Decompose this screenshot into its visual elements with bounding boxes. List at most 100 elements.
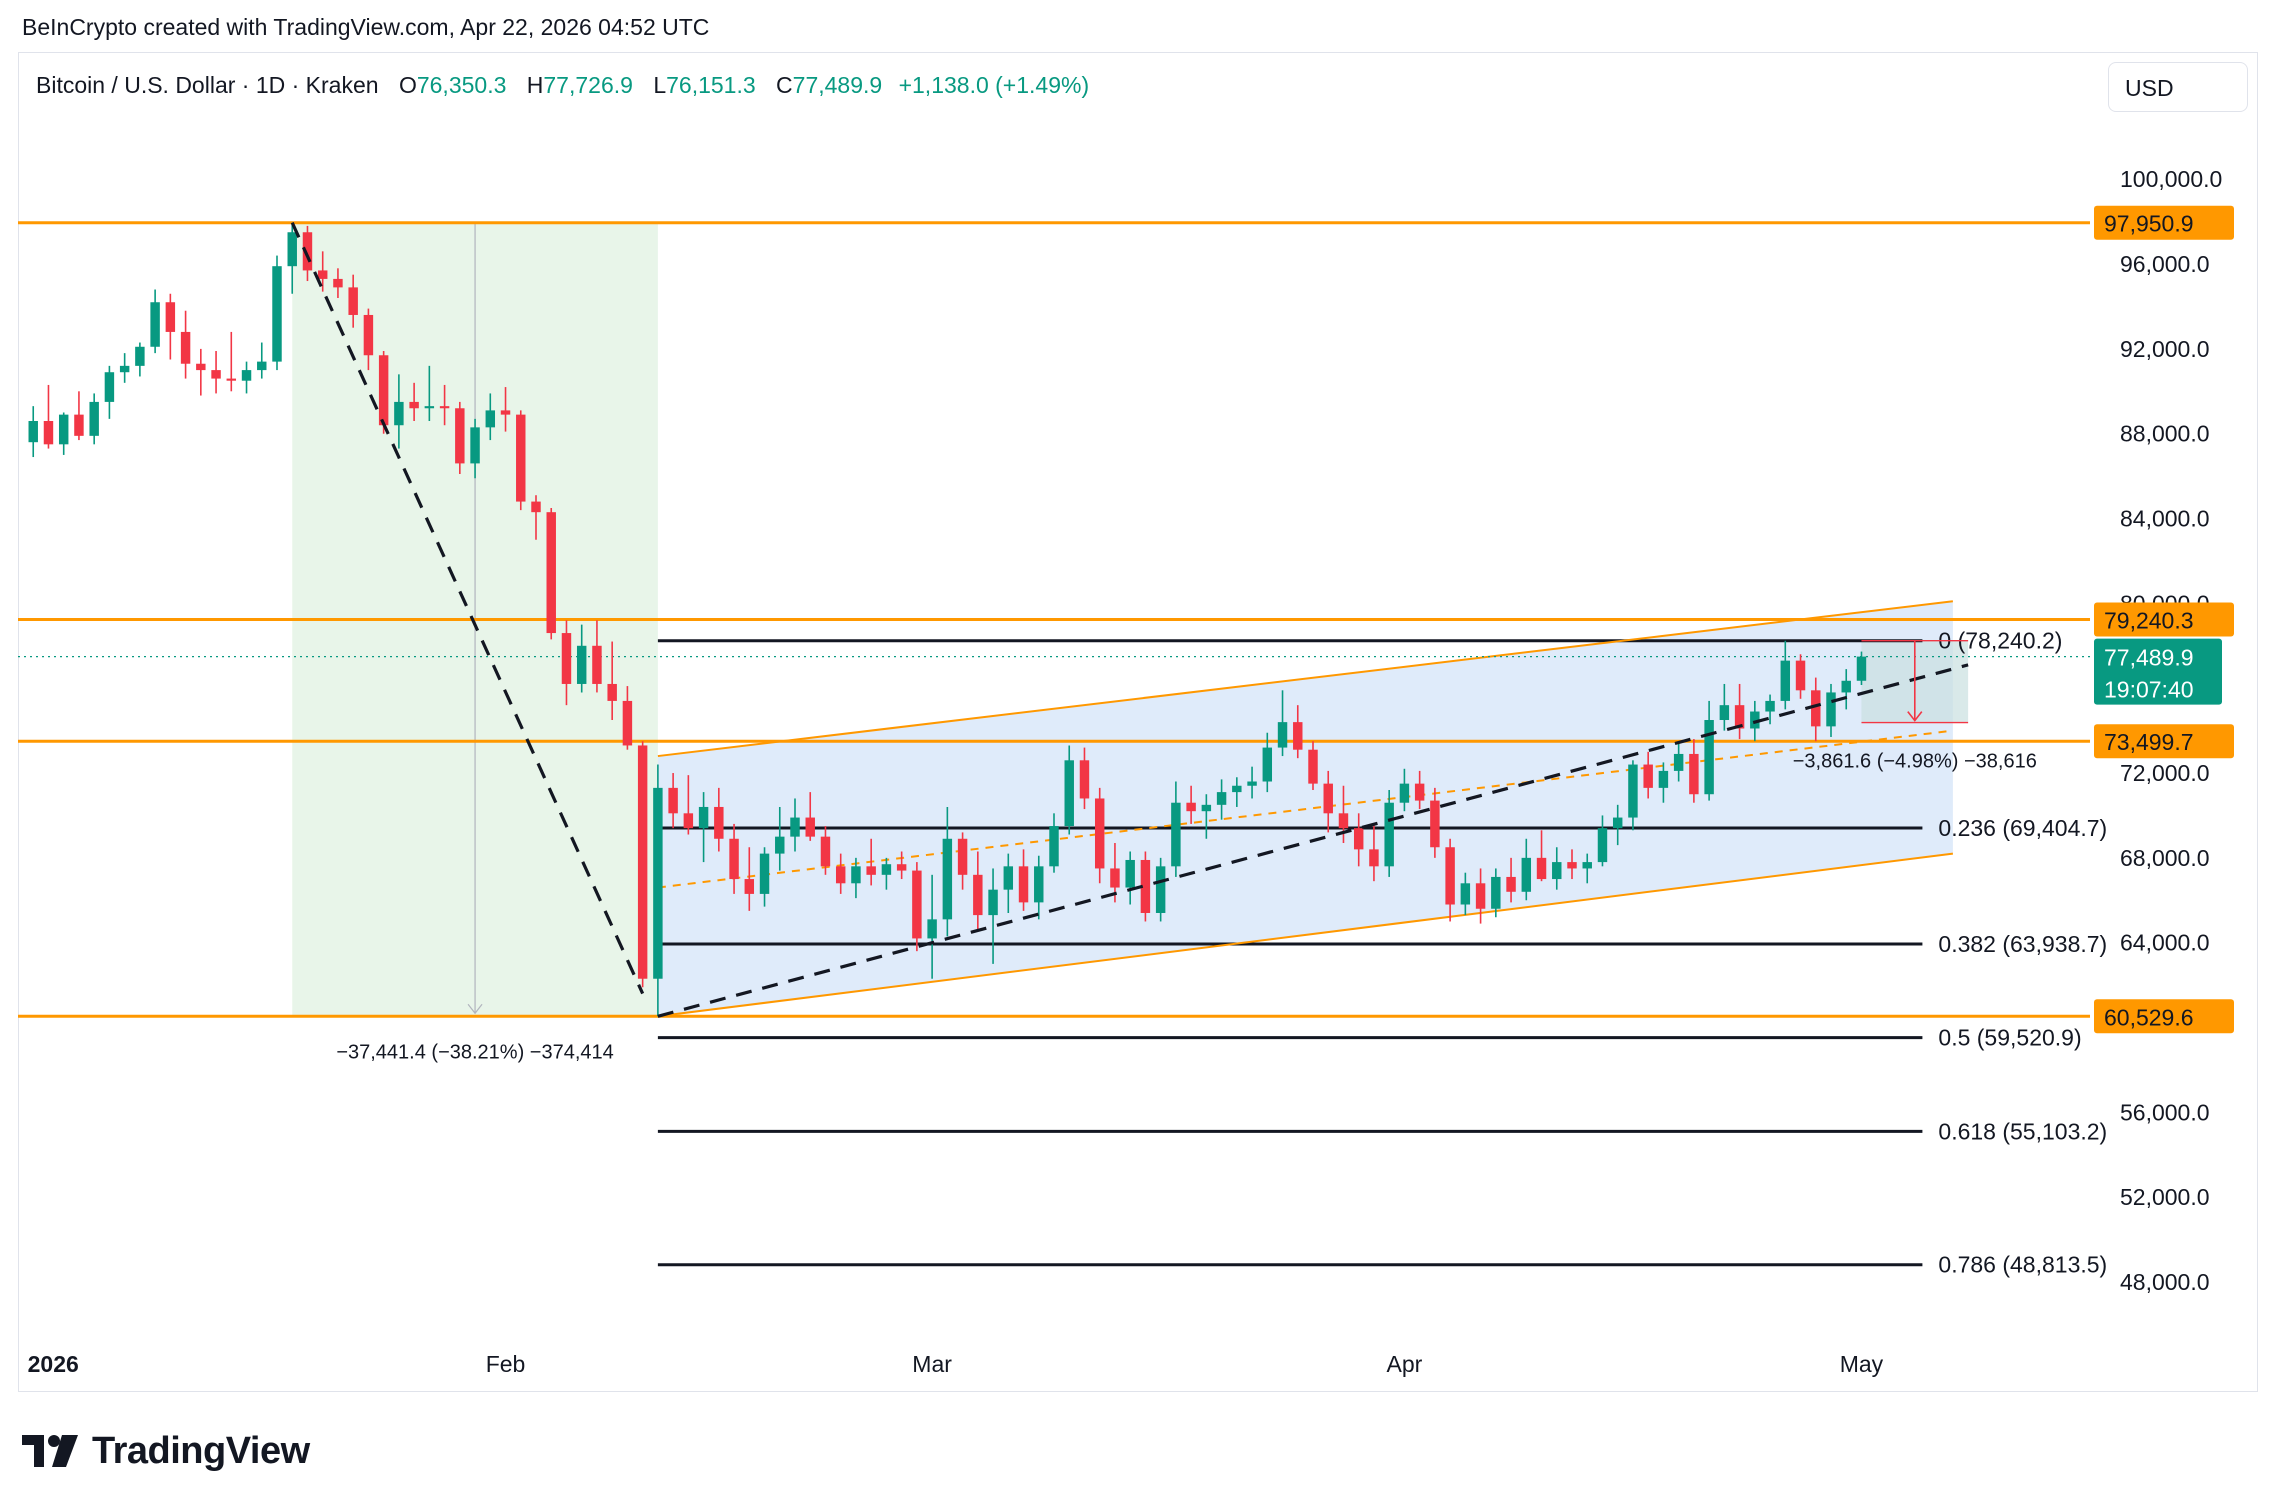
high-label: H: [526, 72, 544, 98]
tradingview-brand[interactable]: TradingView: [22, 1428, 310, 1474]
currency-button[interactable]: USD: [2108, 62, 2248, 112]
candle-body: [820, 836, 831, 867]
fib-level-label: 0.382 (63,938.7): [1938, 931, 2107, 957]
candle-body: [1293, 722, 1303, 750]
open-label: O: [398, 72, 417, 98]
time-axis-label: Mar: [912, 1351, 952, 1377]
price-axis-tick: 48,000.0: [2120, 1269, 2210, 1295]
channel-lower-line: [657, 852, 1954, 1018]
short-measure-label: −3,861.6 (−4.98%) −38,616: [1793, 751, 2037, 773]
price-axis-tick: 100,000.0: [2120, 166, 2222, 192]
candle-body: [1125, 859, 1135, 888]
price-axis-tick: 56,000.0: [2120, 1099, 2210, 1125]
candle-body: [851, 866, 861, 884]
candle-body: [180, 331, 191, 364]
candle-body: [516, 414, 526, 502]
level-price-badge-text: 97,950.9: [2104, 211, 2194, 237]
candle-body: [424, 406, 435, 409]
high-value: 77,726.9: [543, 72, 633, 98]
candle-body: [28, 420, 38, 443]
candle-body: [1430, 800, 1440, 848]
candle-body: [1201, 804, 1212, 812]
candle-body: [1491, 876, 1501, 909]
candle-body: [150, 302, 160, 347]
candle-body: [58, 414, 69, 445]
drop-measure-arrowhead: [467, 1003, 483, 1015]
candle-body: [866, 866, 876, 875]
candle-body: [896, 864, 907, 871]
candle-body: [485, 410, 496, 428]
channel-layer: [18, 600, 2090, 1018]
candle-body: [759, 853, 770, 894]
ohlc-legend: Bitcoin / U.S. Dollar · 1D · Kraken O 76,…: [36, 72, 1089, 99]
candle-body: [957, 838, 968, 875]
current-price-badge: [2094, 638, 2222, 705]
candle-body: [622, 700, 633, 746]
candle-body: [1704, 720, 1714, 795]
price-axis-tick: 84,000.0: [2120, 506, 2210, 532]
candle-body: [1643, 764, 1653, 788]
candle-body: [211, 370, 221, 379]
candles-layer: [28, 222, 1867, 1017]
candle-body: [1445, 847, 1455, 905]
tradingview-wordmark: TradingView: [92, 1429, 310, 1472]
candle-body: [1216, 792, 1227, 805]
fib-level-label: 0.786 (48,813.5): [1938, 1252, 2107, 1278]
candle-body: [363, 314, 374, 356]
candle-body: [1811, 690, 1821, 727]
candle-body: [1049, 826, 1059, 867]
price-axis-tick: 64,000.0: [2120, 930, 2210, 956]
candle-body: [1780, 660, 1791, 701]
dashed-trendline: [290, 222, 645, 995]
candle-body: [714, 806, 724, 839]
candle-body: [668, 787, 678, 814]
candle-body: [287, 232, 297, 267]
candle-body: [1597, 828, 1608, 863]
candle-body: [1186, 802, 1196, 812]
time-axis-label: Apr: [1387, 1351, 1423, 1377]
candle-body: [1155, 866, 1166, 913]
candle-body: [1034, 866, 1044, 903]
level-price-badge-text: 73,499.7: [2104, 729, 2194, 755]
candle-body: [257, 361, 267, 371]
level-price-badge: [2094, 205, 2234, 240]
low-value: 76,151.3: [666, 72, 756, 98]
candle-body: [607, 683, 617, 701]
candle-body: [1018, 866, 1029, 903]
candle-body: [500, 410, 511, 415]
candle-body: [683, 813, 694, 829]
candle-body: [1841, 680, 1851, 693]
dashed-trendline: [657, 663, 1969, 1018]
level-lines-layer: [18, 221, 2090, 1018]
candle-body: [592, 645, 602, 684]
candle-body: [470, 427, 480, 464]
candle-body: [1232, 785, 1242, 793]
candle-body: [546, 512, 556, 634]
level-price-badge-text: 79,240.3: [2104, 607, 2194, 633]
change-value: +1,138.0 (+1.49%): [898, 72, 1090, 98]
time-axis-label: 2026: [28, 1351, 79, 1377]
fib-level-label: 0.5 (59,520.9): [1938, 1025, 2081, 1051]
candle-body: [455, 408, 465, 464]
candle-body: [1628, 764, 1638, 818]
candle-body: [409, 401, 419, 409]
channel-upper-line: [657, 600, 1954, 758]
level-price-badge: [2094, 724, 2234, 759]
candle-body: [973, 874, 983, 916]
symbol-title: Bitcoin / U.S. Dollar · 1D · Kraken: [36, 72, 379, 98]
candle-body: [1719, 705, 1730, 721]
candle-body: [1399, 783, 1410, 803]
candle-body: [1750, 711, 1760, 729]
candle-body: [1856, 656, 1867, 681]
candle-body: [729, 838, 739, 880]
candle-body: [378, 355, 389, 426]
candle-body: [1658, 770, 1669, 788]
candle-body: [241, 370, 252, 381]
time-axis-label: May: [1840, 1351, 1884, 1377]
fibonacci-layer: 0 (78,240.2)0.236 (69,404.7)0.382 (63,93…: [657, 628, 2107, 1278]
candle-body: [637, 745, 648, 979]
candle-body: [1064, 760, 1074, 827]
candle-body: [531, 501, 541, 513]
candle-body: [317, 270, 328, 279]
